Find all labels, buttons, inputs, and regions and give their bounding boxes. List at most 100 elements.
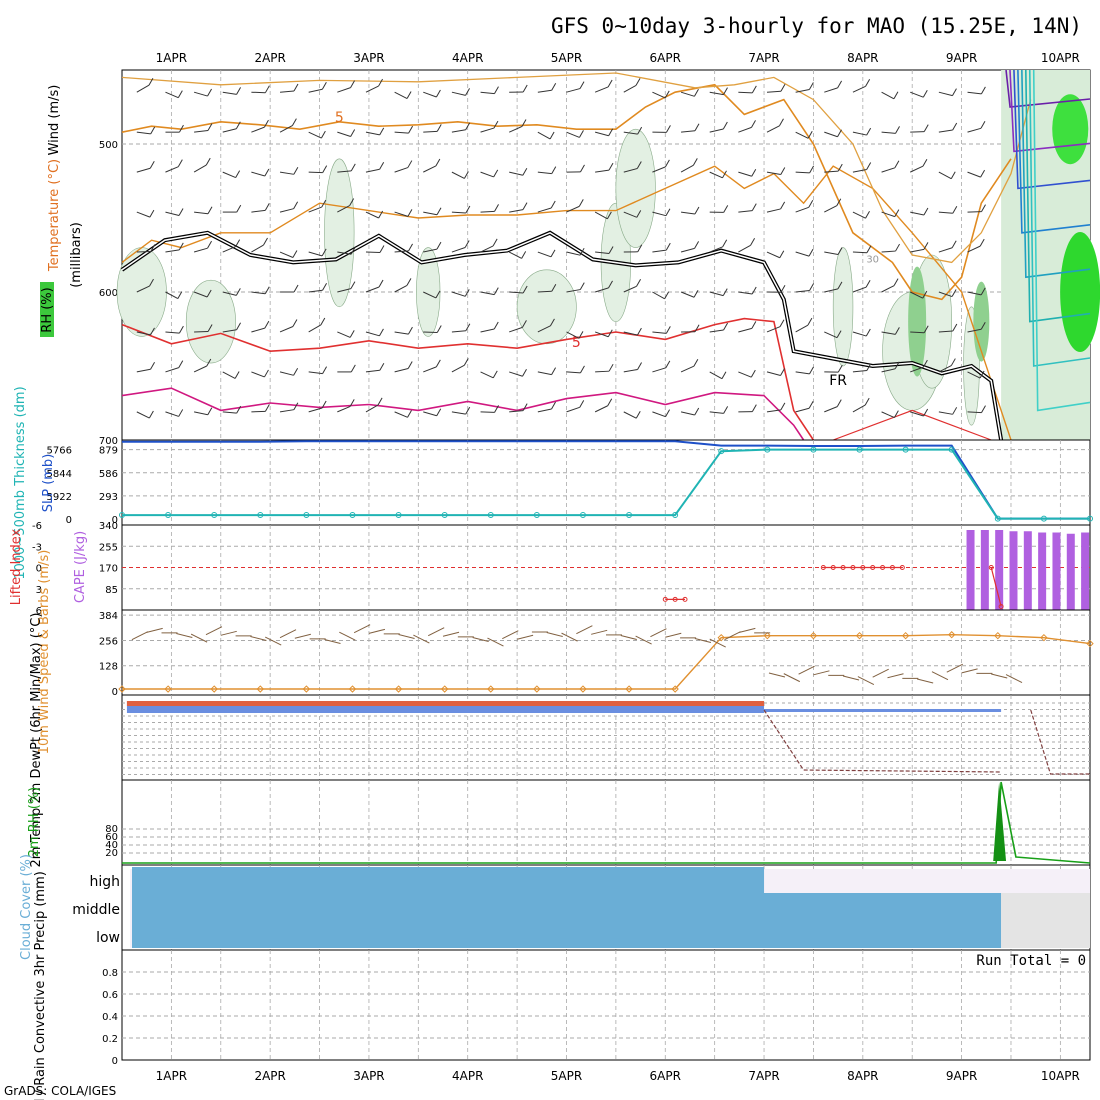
wind-barb	[394, 368, 409, 373]
pressure-tick: 500	[99, 140, 118, 151]
wind-barb	[738, 327, 753, 333]
wind-barb	[795, 131, 809, 139]
wind-barb-flag	[150, 126, 156, 135]
wind-barb	[222, 128, 237, 133]
wind-barb-flag	[979, 238, 985, 247]
top-date-label: 3APR	[353, 51, 384, 65]
wind10m-barb	[694, 637, 712, 643]
wind10m-marker	[994, 631, 1002, 640]
wind-barb	[537, 251, 552, 258]
wind-barb	[480, 210, 495, 213]
wind-barb	[451, 247, 466, 253]
wind-barb	[910, 291, 924, 299]
rh-shading	[416, 247, 441, 337]
wind-barb	[766, 326, 781, 333]
wind-barb	[165, 367, 179, 373]
wind-barb	[824, 331, 838, 339]
wind-barb-flag	[349, 198, 355, 206]
wind-barb-flag	[493, 169, 499, 178]
wind-barb	[623, 411, 637, 419]
wind-barb	[308, 371, 323, 375]
wind-barb-flag	[780, 402, 786, 411]
wind-barb	[365, 168, 380, 173]
wind-barb	[193, 365, 208, 373]
wind-barb-flag	[694, 324, 700, 332]
bottom-date-label: 8APR	[847, 1069, 878, 1083]
rh2m-tick: 40	[105, 840, 118, 851]
wind-barb-flag	[807, 131, 813, 139]
wind-barb-flag	[694, 241, 700, 249]
wind-barb-flag	[723, 87, 728, 95]
wind-barb	[165, 211, 180, 216]
wind-barb	[594, 405, 608, 413]
wind-barb-flag	[922, 290, 928, 299]
wind-barb	[394, 131, 409, 134]
wind10m-axis-label: 10m Wind Speed & Barbs (m/s)	[37, 550, 52, 755]
wind-barb-flag	[149, 161, 155, 169]
wind-barb-flag	[780, 284, 786, 293]
wind-barb-flag	[150, 244, 156, 252]
top-date-label: 1APR	[156, 51, 187, 65]
wind-barb-flag	[723, 406, 729, 414]
wind-isotach	[1032, 69, 1091, 412]
wind-barb-flag	[407, 410, 412, 418]
wind-barb-flag	[866, 363, 872, 371]
wind-barb	[881, 91, 895, 100]
wind-barb	[680, 291, 695, 298]
wind-isotach	[1009, 69, 1091, 153]
wind-barb	[509, 371, 523, 377]
wind-barb-flag	[866, 245, 872, 254]
lifted-index-marker	[870, 565, 876, 570]
wind-barb	[881, 250, 896, 253]
wind-barb	[337, 170, 352, 173]
wind-barb	[910, 366, 924, 373]
wind-barb-flag	[436, 207, 442, 215]
wind-barb-flag	[636, 327, 642, 336]
wind-barb	[451, 411, 466, 415]
wind-barb	[480, 171, 494, 178]
wind-barb-flag	[407, 361, 413, 369]
wind10m-marker	[210, 685, 218, 693]
lifted-index-marker	[682, 596, 688, 602]
wind-barb-flag	[607, 329, 613, 337]
wind-barb	[709, 329, 724, 333]
wind-barb-flag	[408, 243, 414, 252]
thickness-line-marker	[718, 448, 725, 455]
wind-barb-flag	[808, 82, 814, 90]
wind-barb-flag	[865, 210, 870, 219]
wind-barb-flag	[178, 208, 184, 216]
wind-barb-flag	[579, 81, 585, 89]
wind-barb	[738, 244, 751, 253]
wind-barb	[623, 131, 638, 135]
wind-barb	[222, 291, 237, 296]
contour-label: 5	[572, 335, 581, 351]
wind-isotach	[1021, 69, 1091, 279]
wind-barb-flag	[608, 280, 613, 289]
lifted-index-tick: 3	[36, 585, 42, 596]
wind-barb-flag	[435, 290, 441, 299]
wind-barb-flag	[922, 89, 928, 98]
wind-barb-flag	[808, 401, 814, 409]
wind-barb	[222, 411, 237, 414]
wind-barb-flag	[322, 283, 328, 291]
wind-barb-flag	[293, 167, 299, 175]
wind-barb-flag	[637, 244, 643, 253]
wind-barb	[251, 291, 266, 295]
wind-barb-flag	[264, 404, 270, 412]
cape-bar	[1052, 532, 1061, 610]
thickness-line-marker	[533, 512, 540, 519]
wind-barb-flag	[293, 284, 299, 293]
wind-barb	[508, 126, 523, 133]
wind-barb	[652, 367, 666, 373]
wind-barb-flag	[807, 317, 813, 326]
wind-barb-flag	[236, 87, 242, 95]
wind10m-marker	[256, 685, 264, 693]
wind-barb	[680, 164, 694, 173]
slp-tick: 0	[112, 515, 118, 526]
wind-barb-flag	[522, 202, 528, 210]
wind-barb-flag	[435, 158, 441, 167]
wind-barb	[881, 167, 896, 173]
wind-barb	[652, 411, 666, 418]
wind-barb	[910, 248, 925, 253]
wind-barb	[910, 211, 925, 216]
